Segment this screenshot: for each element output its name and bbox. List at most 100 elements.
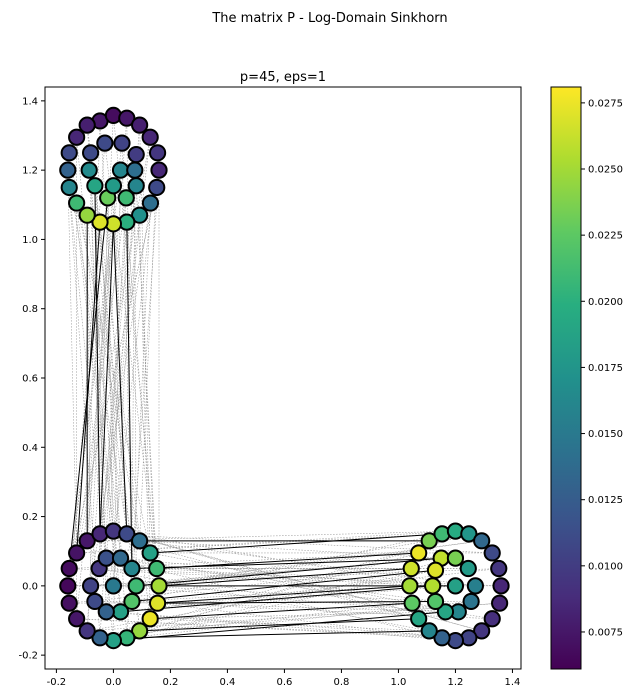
data-point (131, 622, 149, 640)
data-point (148, 559, 166, 578)
transport-link-faint (113, 185, 128, 534)
x-axis-ticks: -0.2 0.0 0.2 0.4 0.6 0.8 1.0 1.2 1.4 (47, 669, 520, 688)
data-point (473, 622, 491, 640)
transport-link-faint (134, 170, 137, 586)
data-point (68, 128, 86, 146)
colorbar-tick-label: 0.0250 (588, 165, 623, 176)
data-point (80, 161, 98, 179)
transport-link-strong (150, 602, 413, 620)
data-point (424, 577, 442, 595)
data-point (403, 594, 421, 612)
colorbar (550, 86, 582, 670)
data-point (483, 544, 501, 562)
figure-suptitle: The matrix P - Log-Domain Sinkhorn (211, 11, 447, 26)
data-point (60, 594, 78, 612)
data-point (91, 213, 109, 231)
transport-link-faint (113, 569, 436, 641)
x-tick-label: 1.2 (447, 677, 463, 688)
data-point (111, 603, 130, 621)
data-point (78, 622, 96, 640)
data-point (446, 549, 465, 567)
transport-link-strong (158, 568, 412, 587)
transport-link-faint (86, 215, 121, 559)
y-axis-ticks: -0.2 0.0 0.2 0.4 0.6 0.8 1.0 1.2 1.4 (18, 96, 45, 662)
data-point (148, 594, 167, 612)
data-point (60, 178, 78, 197)
data-point (104, 177, 123, 195)
data-point (459, 559, 477, 578)
transport-link-faint (76, 618, 469, 639)
colorbar-tick-label: 0.0175 (588, 363, 623, 374)
data-point (460, 525, 478, 543)
data-point (117, 189, 135, 207)
data-point (82, 577, 100, 595)
transport-link-faint (76, 203, 114, 532)
data-point (131, 116, 149, 134)
data-point (483, 610, 501, 628)
transport-link-strong (113, 611, 446, 642)
data-point (462, 592, 480, 611)
data-point (141, 194, 160, 212)
data-point (131, 532, 149, 550)
data-point (410, 610, 428, 628)
data-point (446, 577, 465, 595)
x-tick-label: 0.2 (162, 677, 178, 688)
transport-link-strong (139, 618, 419, 632)
data-point (131, 206, 149, 224)
data-point (86, 592, 104, 611)
transport-link-faint (113, 533, 469, 641)
colorbar-tick-label: 0.0075 (588, 627, 623, 638)
data-point (141, 128, 159, 146)
data-point (104, 577, 123, 595)
transport-link-faint (150, 611, 446, 620)
transport-link-faint (90, 557, 456, 587)
y-tick-label: -0.2 (18, 651, 38, 662)
transport-link-strong (112, 223, 128, 534)
transport-link-faint (104, 143, 158, 569)
transport-link-faint (126, 222, 158, 604)
transport-link-faint (87, 530, 456, 542)
transport-link-faint (68, 187, 158, 569)
y-tick-label: 0.8 (22, 304, 38, 315)
transport-link-faint (120, 585, 456, 613)
colorbar-tick-label: 0.0100 (588, 561, 623, 572)
data-point (473, 532, 491, 550)
transport-link-faint (139, 125, 151, 553)
transport-link-faint (98, 222, 128, 569)
transport-link-strong (68, 197, 109, 569)
colorbar-tick-label: 0.0200 (588, 297, 623, 308)
data-point (148, 178, 166, 197)
data-point (150, 577, 168, 595)
data-point (466, 577, 484, 595)
transport-link-strong (150, 533, 443, 554)
data-point (490, 559, 508, 578)
transport-link-strong (136, 557, 442, 587)
x-tick-label: 0.0 (105, 677, 121, 688)
data-point (86, 177, 104, 195)
data-point (401, 577, 419, 595)
transport-link-faint (139, 540, 442, 559)
data-point (127, 577, 145, 595)
plot-area (59, 106, 510, 650)
transport-link-faint (67, 143, 123, 586)
data-point (68, 194, 86, 212)
transport-link-faint (131, 585, 410, 602)
data-point (111, 549, 130, 567)
transport-link-strong (126, 630, 430, 639)
transport-link-strong (126, 222, 133, 569)
data-point (150, 161, 168, 179)
colorbar-tick-label: 0.0275 (588, 98, 623, 109)
transport-link-faint (76, 202, 151, 554)
transport-link-faint (99, 568, 502, 587)
data-point (123, 559, 141, 578)
x-tick-label: 0.6 (276, 677, 292, 688)
colorbar-tick-label: 0.0225 (588, 231, 623, 242)
transport-link-faint (99, 222, 128, 638)
data-point (492, 577, 510, 595)
transport-link-faint (99, 215, 140, 534)
transport-link-strong (157, 585, 410, 604)
transport-link-faint (67, 170, 121, 586)
axes-title: p=45, eps=1 (240, 70, 326, 85)
y-tick-label: 1.4 (22, 96, 38, 107)
transport-link-faint (67, 170, 77, 553)
